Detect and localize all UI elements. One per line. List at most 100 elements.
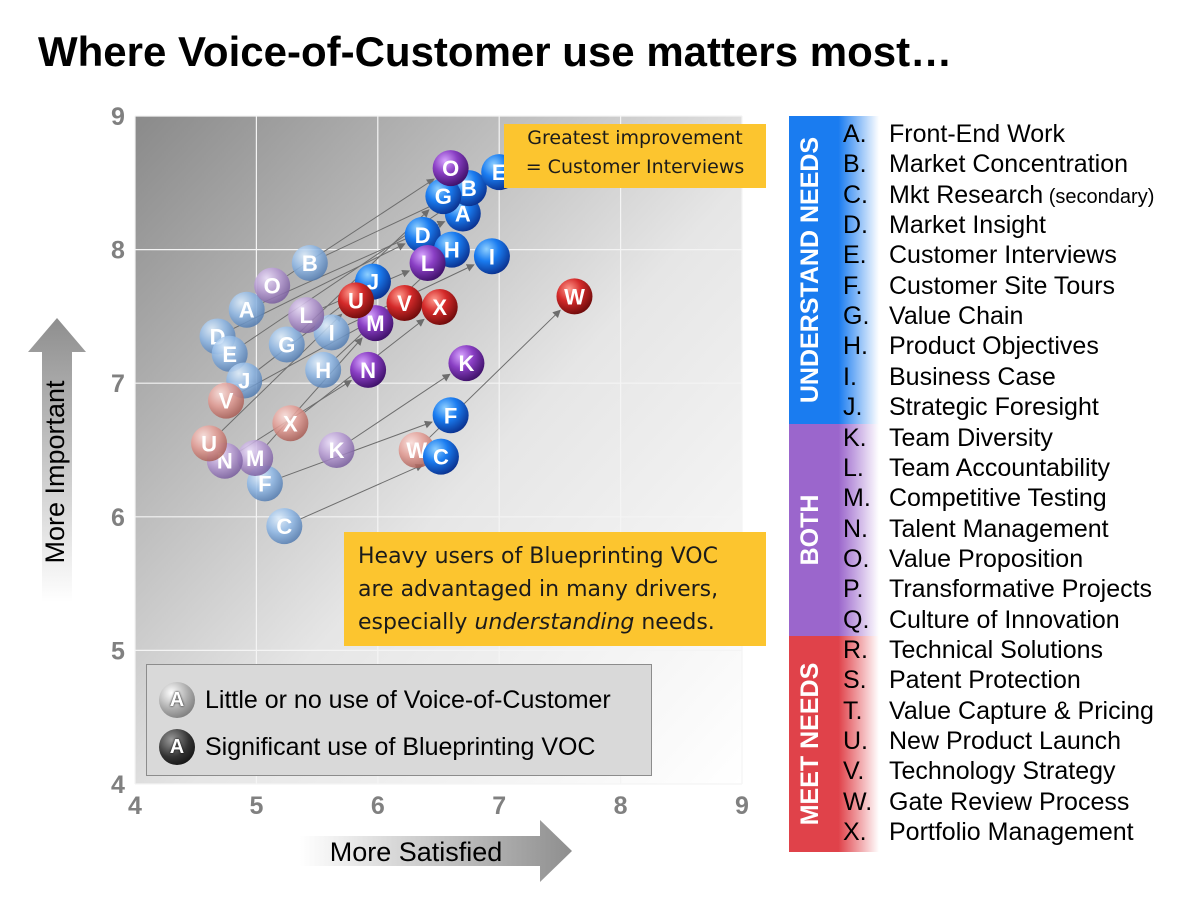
driver-item: B. Market Concentration <box>843 150 1128 179</box>
marker-high-V: V <box>386 285 423 322</box>
y-tick-label: 9 <box>111 103 125 131</box>
marker-high-U: U <box>337 282 374 319</box>
legend-item-high: A Significant use of Blueprinting VOC <box>159 727 596 767</box>
marker-high-N: N <box>350 351 387 388</box>
driver-name: Front-End Work <box>889 120 1065 148</box>
marker-label: M <box>366 311 384 336</box>
driver-item: F. Customer Site Tours <box>843 272 1115 301</box>
driver-letter: L. <box>843 453 864 482</box>
y-tick-label: 7 <box>111 370 125 398</box>
marker-label: H <box>444 238 460 263</box>
arrow-F <box>281 420 433 478</box>
callout-top-line1: Greatest improvement <box>527 127 743 149</box>
marker-low-M: M <box>237 440 274 477</box>
driver-item: I. Business Case <box>843 363 1056 392</box>
driver-name: Customer Interviews <box>889 241 1117 270</box>
marker-low-I: I <box>313 314 350 351</box>
marker-label: B <box>461 176 477 201</box>
driver-letter: A. <box>843 120 867 148</box>
driver-name: Team Diversity <box>889 423 1053 452</box>
marker-label: G <box>278 332 295 357</box>
driver-name: Gate Review Process <box>889 787 1130 816</box>
driver-letter: K. <box>843 423 867 452</box>
x-tick-label: 4 <box>128 792 142 820</box>
marker-label: A <box>239 298 255 323</box>
y-tick-label: 5 <box>111 637 125 665</box>
marker-low-B: B <box>291 244 328 281</box>
driver-letter: U. <box>843 727 868 755</box>
driver-name: New Product Launch <box>889 727 1122 755</box>
marker-label: W <box>564 284 585 309</box>
driver-letter: V. <box>843 757 865 786</box>
marker-label: E <box>222 342 237 367</box>
driver-item: R. Technical Solutions <box>843 636 1103 665</box>
y-tick-label: 8 <box>111 237 125 265</box>
marker-label: E <box>492 160 507 185</box>
marker-high-L: L <box>409 244 446 281</box>
driver-item: D. Market Insight <box>843 211 1046 240</box>
callout-bottom-line3: especially understanding needs. <box>358 610 715 635</box>
driver-item: C. Mkt Research (secondary) <box>843 181 1154 210</box>
marker-label: L <box>421 251 434 276</box>
driver-letter: R. <box>843 635 868 664</box>
marker-label: I <box>489 244 495 269</box>
driver-item: X. Portfolio Management <box>843 818 1134 847</box>
driver-name: Technical Solutions <box>889 635 1104 664</box>
legend-marker-low: A <box>159 682 195 718</box>
driver-item: G. Value Chain <box>843 302 1023 331</box>
y-tick-label: 4 <box>111 771 125 799</box>
callout-greatest-improvement: Greatest improvement = Customer Intervie… <box>504 124 766 188</box>
band-label-both: BOTH <box>796 495 824 566</box>
driver-letter: M. <box>843 484 871 513</box>
driver-item: A. Front-End Work <box>843 120 1065 149</box>
driver-letter: X. <box>843 818 867 847</box>
driver-letter: H. <box>843 332 868 361</box>
band-label-understand: UNDERSTAND NEEDS <box>796 137 824 403</box>
marker-label: F <box>258 471 271 496</box>
x-tick-label: 8 <box>614 792 628 820</box>
driver-name: Team Accountability <box>889 453 1110 482</box>
driver-item: L. Team Accountability <box>843 454 1110 483</box>
driver-item: N. Talent Management <box>843 515 1109 544</box>
marker-label: G <box>435 184 452 209</box>
driver-letter: P. <box>843 575 864 604</box>
driver-letter: S. <box>843 666 867 695</box>
x-axis-arrow <box>300 820 572 882</box>
marker-high-D: D <box>404 216 441 253</box>
marker-high-G: G <box>425 178 462 215</box>
marker-label: B <box>302 251 318 276</box>
driver-letter: G. <box>843 302 870 331</box>
legend-label-low: Little or no use of Voice-of-Customer <box>205 685 611 714</box>
x-tick-label: 7 <box>492 792 506 820</box>
marker-low-X: X <box>272 405 309 442</box>
driver-letter: J. <box>843 393 863 422</box>
driver-letter: C. <box>843 180 868 209</box>
driver-item: E. Customer Interviews <box>843 241 1117 270</box>
driver-name: Value Proposition <box>889 544 1084 573</box>
marker-low-L: L <box>288 297 325 334</box>
driver-letter: T. <box>843 696 863 725</box>
y-axis-label: More Important <box>40 380 70 564</box>
driver-name: Portfolio Management <box>889 818 1134 847</box>
arrow-C <box>300 463 424 520</box>
marker-high-W: W <box>556 278 593 315</box>
marker-label: F <box>444 403 457 428</box>
marker-high-F: F <box>432 397 469 434</box>
marker-high-I: I <box>473 238 510 275</box>
marker-label: X <box>432 295 447 320</box>
callout-bottom-line2: are advantaged in many drivers, <box>358 577 719 602</box>
marker-label: W <box>406 438 427 463</box>
marker-low-U: U <box>191 425 228 462</box>
driver-item: V. Technology Strategy <box>843 757 1116 786</box>
driver-note: (secondary) <box>1043 185 1155 208</box>
marker-high-X: X <box>421 289 458 326</box>
driver-name: Technology Strategy <box>889 757 1116 786</box>
axis-ticks: 4 5 6 7 8 9 4 5 6 7 8 9 <box>111 103 749 820</box>
chart-legend: A Little or no use of Voice-of-Customer … <box>146 664 652 776</box>
driver-name: Competitive Testing <box>889 484 1107 513</box>
y-tick-label: 6 <box>111 504 125 532</box>
marker-low-H: H <box>305 351 342 388</box>
band-meet-needs <box>789 636 879 852</box>
marker-label: C <box>276 514 292 539</box>
marker-low-C: C <box>266 508 303 545</box>
